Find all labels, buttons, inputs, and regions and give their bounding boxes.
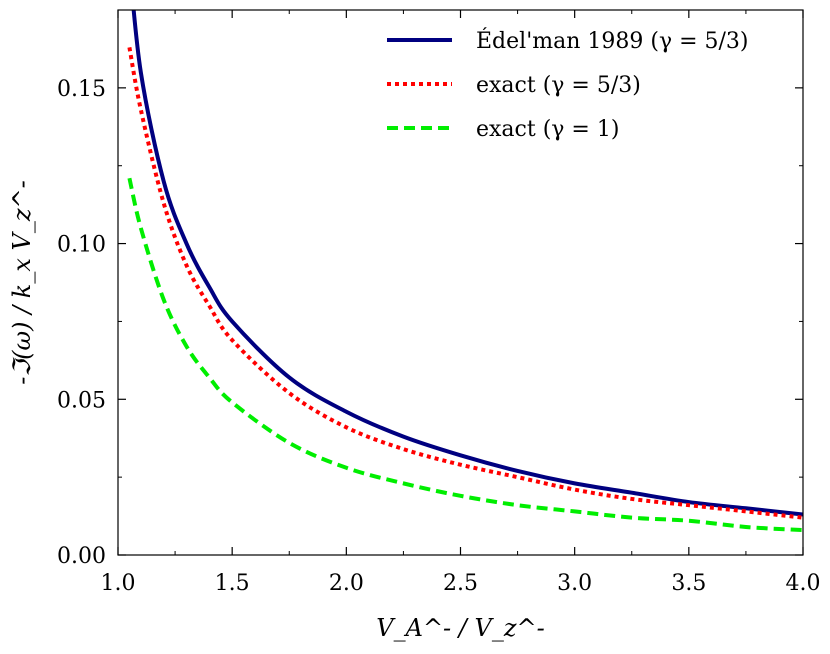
legend: Édel'man 1989 (γ = 5/3) exact (γ = 5/3) ex… xyxy=(387,27,749,142)
y-axis-label: -ℑ(ω) / k_x V_z^- xyxy=(8,180,36,384)
ticks-layer xyxy=(117,10,804,556)
labels-layer: 1.0 1.5 2.0 2.5 3.0 3.5 4.0 0.00 0.05 0.10 0.15 V_A… xyxy=(8,77,821,642)
series-line-2 xyxy=(127,47,803,520)
x-tick-label: 3.0 xyxy=(557,571,592,596)
x-tick-label: 2.0 xyxy=(329,571,364,596)
x-tick-label: 1.0 xyxy=(101,571,136,596)
y-tick-label: 0.15 xyxy=(57,77,106,102)
plot-frame xyxy=(117,9,804,556)
series-layer xyxy=(127,10,803,533)
legend-label-3: exact (γ = 1) xyxy=(476,117,619,142)
x-tick-label: 2.5 xyxy=(443,571,478,596)
legend-label-2: exact (γ = 5/3) xyxy=(476,73,641,98)
x-tick-label: 4.0 xyxy=(786,571,821,596)
series-line-3 xyxy=(127,177,803,533)
x-axis-label: V_A^- / V_z^- xyxy=(376,614,544,642)
y-tick-label: 0.05 xyxy=(57,388,106,413)
y-tick-label: 0.10 xyxy=(57,233,106,258)
x-tick-label: 3.5 xyxy=(671,571,706,596)
series-line-1 xyxy=(131,10,803,517)
y-tick-label: 0.00 xyxy=(57,544,106,569)
legend-label-1: Édel'man 1989 (γ = 5/3) xyxy=(476,27,749,54)
x-tick-label: 1.5 xyxy=(215,571,250,596)
